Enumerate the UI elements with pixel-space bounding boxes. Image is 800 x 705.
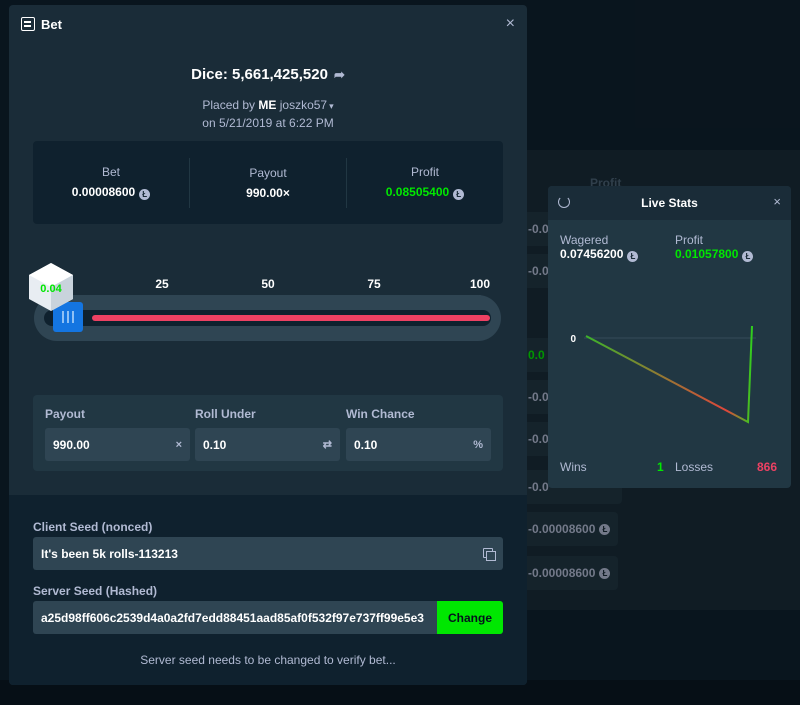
tick-label: 100 bbox=[469, 277, 491, 291]
tick-label: 75 bbox=[367, 277, 381, 291]
wagered-stat: Wagered 0.07456200 Ł bbox=[560, 233, 639, 262]
change-seed-button[interactable]: Change bbox=[437, 601, 503, 634]
roll-under-input[interactable]: 0.10 ⇄ bbox=[195, 428, 340, 461]
win-chance-field: Win Chance 0.10% bbox=[346, 407, 491, 461]
roll-result: 0.04 bbox=[40, 283, 62, 295]
slider-loss-range bbox=[92, 315, 490, 321]
slider-ticks: 25 50 75 100 bbox=[9, 277, 527, 297]
game-id-label: Dice: 5,661,425,520 bbox=[191, 66, 328, 83]
bet-stat: Bet 0.00008600 Ł bbox=[33, 157, 190, 208]
payout-field-label: Payout bbox=[45, 407, 86, 421]
wins-label: Wins bbox=[560, 460, 587, 474]
payout-field: Payout 990.00 × bbox=[45, 407, 190, 461]
bet-list-icon bbox=[21, 17, 35, 31]
bet-summary: Bet 0.00008600 Ł Payout 990.00× Profit 0.… bbox=[33, 141, 503, 224]
profit-stat: Profit 0.08505400 Ł bbox=[347, 158, 503, 208]
win-chance-input[interactable]: 0.10% bbox=[346, 428, 491, 461]
live-profit-stat: Profit 0.01057800 Ł bbox=[675, 233, 754, 262]
chevron-down-icon[interactable]: ▾ bbox=[329, 101, 334, 111]
server-seed-label: Server Seed (Hashed) bbox=[33, 584, 158, 598]
username-link[interactable]: joszko57 bbox=[279, 98, 328, 112]
live-profit-value: 0.01057800 Ł bbox=[675, 247, 754, 262]
dice-icon bbox=[29, 263, 73, 311]
payout-value: 990.00× bbox=[246, 185, 290, 200]
litecoin-icon: Ł bbox=[742, 251, 754, 262]
placed-by: Placed by ME joszko57 ▾ bbox=[9, 98, 527, 112]
wins-value: 1 bbox=[657, 460, 664, 474]
live-stats-panel: Live Stats × Wagered 0.07456200 Ł Profit … bbox=[548, 186, 791, 488]
placed-by-label: Placed by bbox=[202, 98, 256, 112]
wagered-label: Wagered bbox=[560, 233, 609, 247]
profit-line bbox=[585, 325, 753, 424]
bet-parameters: Payout 990.00 × Roll Under 0.10 ⇄ Win Chan… bbox=[33, 395, 503, 471]
wagered-value: 0.07456200 Ł bbox=[560, 247, 639, 262]
losses-value: 866 bbox=[757, 460, 778, 474]
payout-input[interactable]: 990.00 × bbox=[45, 428, 190, 461]
background-row: -0.00008600 Ł bbox=[522, 512, 618, 546]
client-seed-label: Client Seed (nonced) bbox=[33, 520, 153, 534]
swap-icon[interactable]: ⇄ bbox=[322, 439, 332, 451]
share-icon[interactable]: ➦ bbox=[333, 67, 345, 82]
live-stats-header[interactable]: Live Stats × bbox=[548, 186, 791, 220]
live-stats-title: Live Stats bbox=[641, 196, 698, 210]
client-seed-field[interactable]: It's been 5k rolls-113213 bbox=[33, 537, 503, 570]
live-profit-label: Profit bbox=[675, 233, 704, 247]
background-row: -0.00008600 Ł bbox=[522, 556, 618, 590]
bet-modal: Bet × Dice: 5,661,425,520 ➦ Placed by ME … bbox=[9, 5, 527, 685]
refresh-icon[interactable] bbox=[558, 196, 570, 208]
roll-under-label: Roll Under bbox=[195, 407, 256, 421]
seed-note: Server seed needs to be changed to verif… bbox=[140, 653, 396, 667]
roll-under-field: Roll Under 0.10 ⇄ bbox=[195, 407, 340, 461]
placed-date: on 5/21/2019 at 6:22 PM bbox=[202, 116, 334, 130]
fairness-section bbox=[9, 495, 527, 685]
tick-label: 50 bbox=[261, 277, 275, 291]
payout-stat: Payout 990.00× bbox=[190, 157, 347, 208]
profit-chart: 0 bbox=[570, 325, 756, 424]
win-chance-label: Win Chance bbox=[346, 407, 415, 421]
zero-axis-label: 0 bbox=[570, 334, 576, 345]
losses-label: Losses bbox=[675, 460, 714, 474]
close-icon[interactable]: × bbox=[505, 15, 515, 32]
bet-label: Bet bbox=[101, 165, 120, 179]
modal-title: Bet bbox=[41, 16, 62, 32]
profit-value: 0.08505400 Ł bbox=[347, 185, 503, 200]
user-badge: ME bbox=[258, 98, 277, 112]
litecoin-icon: Ł bbox=[453, 189, 465, 200]
server-seed-field[interactable]: a25d98ff606c2539d4a0a2fd7edd88451aad85af… bbox=[33, 601, 437, 634]
bet-value: 0.00008600 Ł bbox=[33, 185, 189, 200]
profit-label: Profit bbox=[410, 165, 439, 179]
close-icon[interactable]: × bbox=[773, 194, 781, 209]
multiplier-icon: × bbox=[175, 438, 182, 451]
litecoin-icon: Ł bbox=[627, 251, 639, 262]
modal-header: Bet bbox=[9, 5, 527, 43]
copy-icon[interactable] bbox=[483, 548, 496, 561]
litecoin-icon: Ł bbox=[139, 189, 151, 200]
game-title: Dice: 5,661,425,520 ➦ bbox=[9, 66, 527, 83]
percent-icon: % bbox=[473, 438, 483, 451]
payout-label: Payout bbox=[249, 165, 287, 180]
slider-track bbox=[34, 295, 501, 341]
tick-label: 25 bbox=[155, 277, 169, 291]
